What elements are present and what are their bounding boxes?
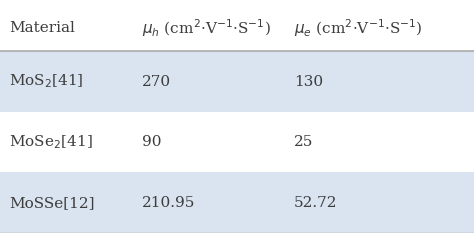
Text: 25: 25: [294, 135, 313, 149]
Text: Material: Material: [9, 21, 75, 35]
Text: MoSe$_2$[41]: MoSe$_2$[41]: [9, 133, 93, 151]
Text: MoSSe[12]: MoSSe[12]: [9, 196, 95, 210]
Text: 52.72: 52.72: [294, 196, 337, 210]
Bar: [0, 112, 474, 172]
Text: 130: 130: [294, 75, 323, 89]
Text: 90: 90: [142, 135, 162, 149]
Bar: [0, 172, 474, 233]
Text: 210.95: 210.95: [142, 196, 196, 210]
Text: $\mu_e$ (cm$^{2}$$\cdot$V$^{-1}$$\cdot$S$^{-1}$): $\mu_e$ (cm$^{2}$$\cdot$V$^{-1}$$\cdot$S…: [294, 17, 423, 39]
Text: 270: 270: [142, 75, 171, 89]
Text: MoS$_2$[41]: MoS$_2$[41]: [9, 73, 84, 90]
Text: $\mu_h$ (cm$^{2}$$\cdot$V$^{-1}$$\cdot$S$^{-1}$): $\mu_h$ (cm$^{2}$$\cdot$V$^{-1}$$\cdot$S…: [142, 17, 271, 39]
Bar: [0, 51, 474, 112]
